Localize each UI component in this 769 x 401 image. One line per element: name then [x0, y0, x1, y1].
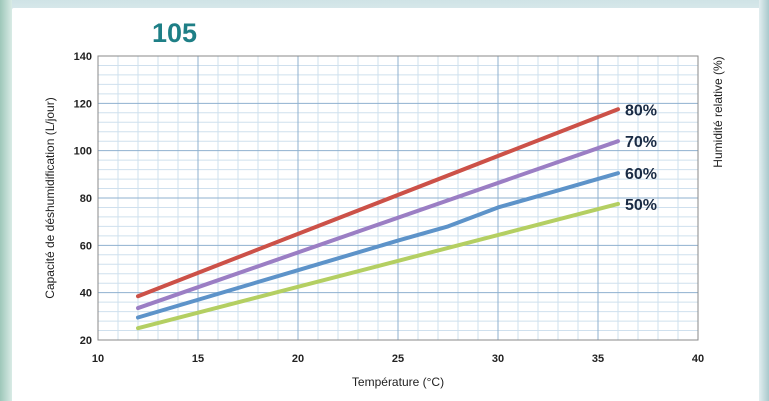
x-tick-labels: 10 15 20 25 30 35 40 — [92, 353, 704, 365]
series-label: 70% — [625, 134, 657, 151]
x-tick-label: 15 — [192, 353, 204, 365]
y-tick-label: 40 — [80, 288, 92, 300]
x-tick-label: 25 — [392, 353, 404, 365]
series-line — [136, 107, 620, 299]
series-line — [136, 171, 620, 320]
y-tick-label: 20 — [80, 335, 92, 347]
x-tick-label: 10 — [92, 353, 104, 365]
x-tick-label: 40 — [692, 353, 704, 365]
series-labels: 80% 70% 60% 50% — [625, 102, 657, 214]
series-line — [136, 139, 620, 311]
series-label: 60% — [625, 166, 657, 183]
x-tick-label: 30 — [492, 353, 504, 365]
y-tick-label: 100 — [74, 146, 92, 158]
y-axis-title: Capacité de déshumidification (L/jour) — [43, 97, 57, 298]
y-tick-label: 120 — [74, 98, 92, 110]
y-tick-label: 60 — [80, 240, 92, 252]
y-tick-label: 80 — [80, 193, 92, 205]
right-axis-title: Humidité relative (%) — [711, 56, 725, 167]
series-label: 80% — [625, 102, 657, 119]
x-tick-label: 20 — [292, 353, 304, 365]
chart-panel — [12, 8, 759, 401]
x-tick-label: 35 — [592, 353, 604, 365]
series-group — [136, 107, 620, 331]
plot-border — [97, 55, 699, 341]
major-grid — [97, 55, 699, 341]
series-line — [136, 201, 620, 331]
chart-title: 105 — [152, 18, 198, 48]
x-axis-title: Température (°C) — [352, 375, 444, 389]
series-label: 50% — [625, 197, 657, 214]
y-tick-label: 140 — [74, 51, 92, 63]
y-tick-labels: 20 40 60 80 100 120 140 — [74, 51, 92, 347]
